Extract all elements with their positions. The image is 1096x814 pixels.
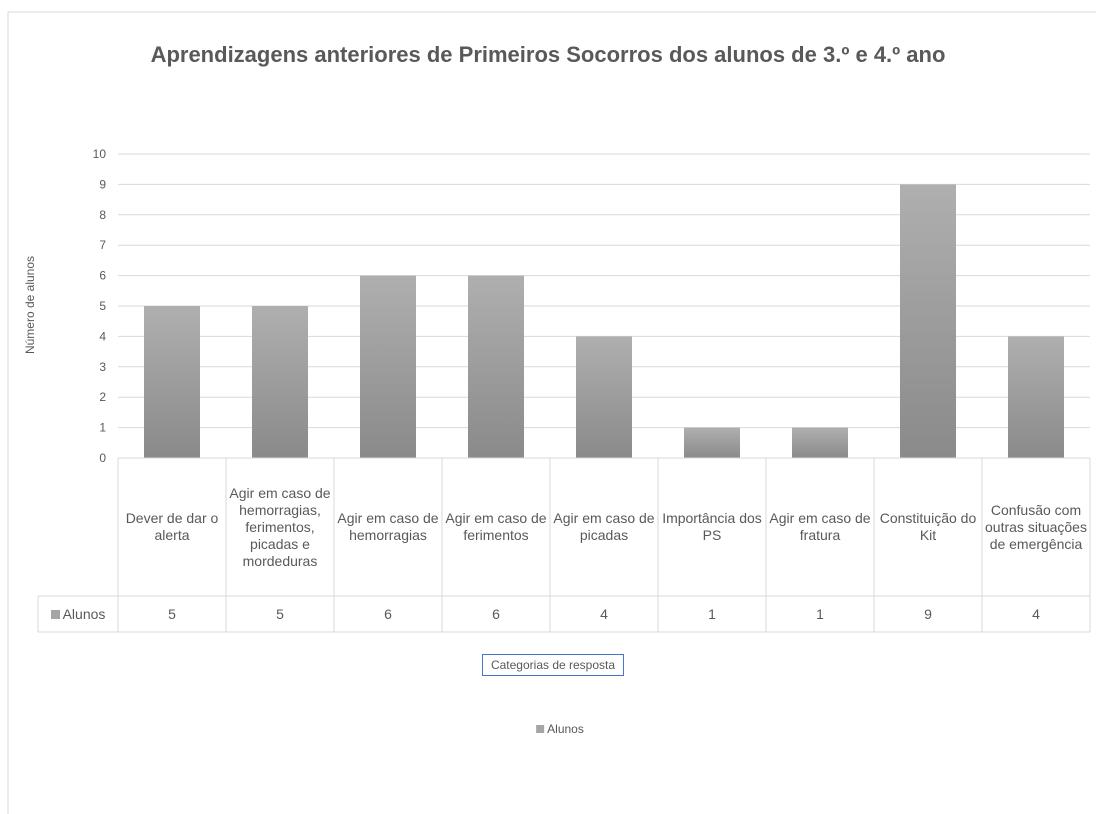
y-tick-label: 9 xyxy=(99,177,106,191)
x-tick-label: Agir em caso de ferimentos xyxy=(445,510,547,543)
bar xyxy=(468,275,524,458)
table-value: 5 xyxy=(168,606,176,622)
chart-border xyxy=(7,11,1096,814)
table-value: 1 xyxy=(816,606,824,622)
y-tick-label: 3 xyxy=(99,360,106,374)
x-tick-label: Agir em caso de hemorragias, ferimentos,… xyxy=(229,484,331,569)
legend: Alunos xyxy=(536,722,584,736)
bar xyxy=(360,275,416,458)
table-series-name: Alunos xyxy=(62,606,106,622)
bar xyxy=(684,427,740,458)
x-tick-label: Agir em caso de hemorragias xyxy=(337,510,439,543)
y-tick-label: 8 xyxy=(99,208,106,222)
y-tick-label: 6 xyxy=(99,269,106,283)
bar xyxy=(792,427,848,458)
y-axis-title: Número de alunos xyxy=(23,255,37,355)
bar xyxy=(576,336,632,458)
x-tick-label: Importância dos PS xyxy=(662,510,762,543)
bar xyxy=(1008,336,1064,458)
table-value: 5 xyxy=(276,606,284,622)
table-value: 4 xyxy=(1032,606,1040,622)
bar xyxy=(144,306,200,458)
chart-title: Aprendizagens anteriores de Primeiros So… xyxy=(150,42,946,67)
x-tick-label: Agir em caso de picadas xyxy=(553,510,655,543)
table-value: 6 xyxy=(384,606,392,622)
x-axis-title: Categorias de resposta xyxy=(481,654,625,676)
legend-swatch xyxy=(536,725,545,733)
bar xyxy=(900,184,956,458)
y-tick-label: 7 xyxy=(99,238,106,252)
y-tick-label: 4 xyxy=(99,329,106,343)
table-value: 1 xyxy=(708,606,716,622)
bar xyxy=(252,306,308,458)
table-value: 6 xyxy=(492,606,500,622)
y-tick-label: 0 xyxy=(99,451,106,465)
x-tick-label: Confusão com outras situações de emergên… xyxy=(985,501,1087,552)
x-tick-label: Agir em caso de fratura xyxy=(769,510,871,543)
table-series-header: Alunos xyxy=(38,596,118,632)
y-tick-label: 5 xyxy=(99,299,106,313)
y-tick-label: 1 xyxy=(99,421,106,435)
table-swatch xyxy=(50,610,60,619)
y-tick-label: 10 xyxy=(93,147,107,161)
y-tick-label: 2 xyxy=(99,390,106,404)
table-value: 4 xyxy=(600,606,608,622)
x-tick-label: Constituição do Kit xyxy=(879,510,977,543)
x-tick-label: Dever de dar o alerta xyxy=(125,510,219,543)
table-value: 9 xyxy=(924,606,932,622)
legend-label: Alunos xyxy=(547,722,584,736)
